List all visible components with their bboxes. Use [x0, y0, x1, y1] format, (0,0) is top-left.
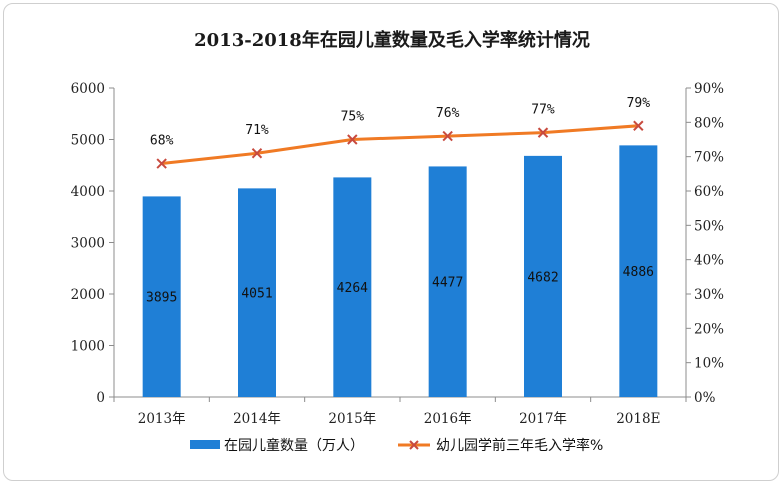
rate-value-label: 77%	[531, 103, 555, 118]
y-right-tick-label: 0%	[694, 390, 716, 406]
y-left-tick-label: 1000	[71, 339, 105, 355]
rate-value-label: 71%	[245, 123, 269, 138]
rate-point	[347, 134, 358, 145]
rate-point	[633, 120, 644, 131]
bar-value-label: 4682	[527, 270, 558, 285]
rate-point-stroke	[537, 127, 549, 138]
y-left-tick-label: 6000	[71, 81, 105, 97]
bar	[428, 166, 467, 397]
rate-point	[442, 130, 453, 142]
rate-point-stroke	[442, 130, 453, 142]
bar	[524, 155, 562, 397]
y-right-tick-label: 20%	[694, 321, 724, 337]
legend-bar-label: 在园儿童数量（万人）	[224, 437, 364, 454]
y-right-tick-label: 50%	[694, 218, 724, 234]
bar-labels: 3895 4051 4264 4477 4682 4886	[146, 265, 654, 306]
bar-value-label: 4051	[241, 287, 272, 302]
rate-point-stroke	[251, 148, 263, 159]
y-left-tick-label: 0	[96, 390, 105, 406]
x-tick-label: 2015年	[328, 411, 376, 427]
bar	[142, 196, 181, 397]
bar	[238, 188, 276, 397]
bar	[333, 177, 372, 397]
legend-bar-swatch	[190, 440, 220, 449]
bar-value-label: 4264	[337, 281, 368, 296]
x-tick-label: 2013年	[138, 411, 186, 427]
bar-value-label: 3895	[146, 291, 177, 306]
rate-value-label: 79%	[627, 96, 651, 111]
axes: 0 1000 2000 3000 4000 5000 6000 0% 10% 20% 30% 40% 5…	[71, 81, 725, 427]
legend: 在园儿童数量（万人） 幼儿园学前三年毛入学率%	[190, 437, 603, 454]
x-tick-label: 2016年	[424, 411, 472, 427]
y-right-tick-label: 10%	[694, 356, 724, 372]
rate-point	[537, 127, 549, 138]
rate-point-stroke	[347, 134, 358, 145]
y-right-tick-label: 70%	[694, 150, 724, 166]
legend-line-label: 幼儿园学前三年毛入学率%	[436, 437, 603, 454]
rate-value-label: 68%	[150, 134, 174, 149]
rate-point	[251, 148, 263, 159]
y-left-tick-label: 3000	[71, 236, 105, 252]
bar-value-label: 4477	[432, 276, 463, 291]
chart-title: 2013-2018年在园儿童数量及毛入学率统计情况	[194, 29, 590, 51]
y-right-tick-label: 80%	[694, 115, 724, 131]
y-right-tick-label: 40%	[694, 253, 724, 269]
rate-point	[156, 158, 167, 169]
y-left-tick-label: 2000	[71, 287, 105, 303]
x-tick-label: 2014年	[233, 411, 281, 427]
x-tick-label: 2018E	[616, 411, 660, 427]
y-right-tick-label: 90%	[694, 81, 724, 97]
rate-point-stroke	[633, 120, 644, 131]
y-right-tick-label: 60%	[694, 184, 724, 200]
rate-value-label: 76%	[436, 106, 460, 121]
legend-line-marker	[409, 440, 419, 450]
bar-value-label: 4886	[623, 265, 654, 280]
rate-value-label: 75%	[341, 110, 365, 125]
rate-line	[161, 124, 639, 166]
x-tick-label: 2017年	[519, 411, 567, 427]
y-right-tick-label: 30%	[694, 287, 724, 303]
rate-point-stroke	[156, 158, 167, 169]
bar	[619, 145, 658, 397]
y-left-tick-label: 4000	[71, 184, 105, 200]
y-left-tick-label: 5000	[71, 133, 105, 149]
rate-line-group: 68% 71% 75% 76% 77% 79%	[150, 96, 651, 169]
bars	[142, 145, 658, 397]
